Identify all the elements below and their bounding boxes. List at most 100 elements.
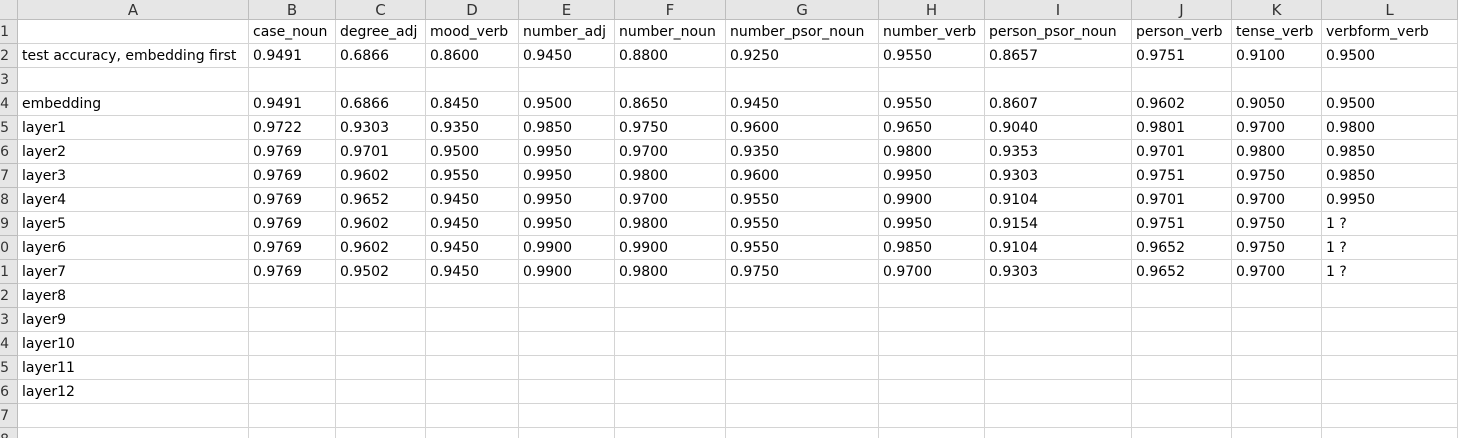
- cell-i15[interactable]: [985, 356, 1132, 380]
- cell-j17[interactable]: [1132, 404, 1232, 428]
- cell-c5[interactable]: 0.9303: [336, 116, 426, 140]
- cell-e8[interactable]: 0.9950: [519, 188, 615, 212]
- cell-g9[interactable]: 0.9550: [726, 212, 879, 236]
- cell-j14[interactable]: [1132, 332, 1232, 356]
- cell-j6[interactable]: 0.9701: [1132, 140, 1232, 164]
- cell-h8[interactable]: 0.9900: [879, 188, 985, 212]
- cell-g8[interactable]: 0.9550: [726, 188, 879, 212]
- cell-a8[interactable]: layer4: [18, 188, 249, 212]
- cell-b14[interactable]: [249, 332, 336, 356]
- cell-d17[interactable]: [426, 404, 519, 428]
- cell-f18[interactable]: [615, 428, 726, 438]
- cell-e14[interactable]: [519, 332, 615, 356]
- cell-a16[interactable]: layer12: [18, 380, 249, 404]
- column-header-e[interactable]: E: [519, 0, 615, 20]
- cell-g1[interactable]: number_psor_noun: [726, 20, 879, 44]
- cell-h12[interactable]: [879, 284, 985, 308]
- cell-e12[interactable]: [519, 284, 615, 308]
- cell-l3[interactable]: [1322, 68, 1458, 92]
- row-header[interactable]: 0: [0, 236, 18, 260]
- row-header[interactable]: 5: [0, 356, 18, 380]
- cell-k8[interactable]: 0.9700: [1232, 188, 1322, 212]
- cell-e13[interactable]: [519, 308, 615, 332]
- cell-h18[interactable]: [879, 428, 985, 438]
- cell-h4[interactable]: 0.9550: [879, 92, 985, 116]
- cell-d13[interactable]: [426, 308, 519, 332]
- cell-c18[interactable]: [336, 428, 426, 438]
- cell-j3[interactable]: [1132, 68, 1232, 92]
- row-header[interactable]: 9: [0, 212, 18, 236]
- cell-k7[interactable]: 0.9750: [1232, 164, 1322, 188]
- cell-a1[interactable]: [18, 20, 249, 44]
- cell-h10[interactable]: 0.9850: [879, 236, 985, 260]
- cell-k4[interactable]: 0.9050: [1232, 92, 1322, 116]
- cell-f6[interactable]: 0.9700: [615, 140, 726, 164]
- cell-f5[interactable]: 0.9750: [615, 116, 726, 140]
- cell-g3[interactable]: [726, 68, 879, 92]
- cell-b3[interactable]: [249, 68, 336, 92]
- cell-g17[interactable]: [726, 404, 879, 428]
- cell-c17[interactable]: [336, 404, 426, 428]
- cell-f11[interactable]: 0.9800: [615, 260, 726, 284]
- cell-l13[interactable]: [1322, 308, 1458, 332]
- cell-c1[interactable]: degree_adj: [336, 20, 426, 44]
- cell-l17[interactable]: [1322, 404, 1458, 428]
- cell-h2[interactable]: 0.9550: [879, 44, 985, 68]
- column-header-j[interactable]: J: [1132, 0, 1232, 20]
- cell-b4[interactable]: 0.9491: [249, 92, 336, 116]
- column-header-k[interactable]: K: [1232, 0, 1322, 20]
- cell-d3[interactable]: [426, 68, 519, 92]
- cell-h16[interactable]: [879, 380, 985, 404]
- row-header[interactable]: 4: [0, 332, 18, 356]
- cell-l11[interactable]: 1 ?: [1322, 260, 1458, 284]
- cell-k3[interactable]: [1232, 68, 1322, 92]
- cell-c10[interactable]: 0.9602: [336, 236, 426, 260]
- cell-c9[interactable]: 0.9602: [336, 212, 426, 236]
- cell-g11[interactable]: 0.9750: [726, 260, 879, 284]
- cell-k13[interactable]: [1232, 308, 1322, 332]
- cell-h15[interactable]: [879, 356, 985, 380]
- cell-j8[interactable]: 0.9701: [1132, 188, 1232, 212]
- cell-g6[interactable]: 0.9350: [726, 140, 879, 164]
- row-header[interactable]: 6: [0, 380, 18, 404]
- column-header-f[interactable]: F: [615, 0, 726, 20]
- cell-a4[interactable]: embedding: [18, 92, 249, 116]
- cell-f7[interactable]: 0.9800: [615, 164, 726, 188]
- cell-j11[interactable]: 0.9652: [1132, 260, 1232, 284]
- cell-h7[interactable]: 0.9950: [879, 164, 985, 188]
- cell-k2[interactable]: 0.9100: [1232, 44, 1322, 68]
- cell-f17[interactable]: [615, 404, 726, 428]
- cell-h3[interactable]: [879, 68, 985, 92]
- cell-f1[interactable]: number_noun: [615, 20, 726, 44]
- cell-h9[interactable]: 0.9950: [879, 212, 985, 236]
- cell-c12[interactable]: [336, 284, 426, 308]
- cell-e6[interactable]: 0.9950: [519, 140, 615, 164]
- cell-i10[interactable]: 0.9104: [985, 236, 1132, 260]
- cell-k16[interactable]: [1232, 380, 1322, 404]
- cell-b11[interactable]: 0.9769: [249, 260, 336, 284]
- cell-e18[interactable]: [519, 428, 615, 438]
- cell-g12[interactable]: [726, 284, 879, 308]
- cell-a10[interactable]: layer6: [18, 236, 249, 260]
- cell-i4[interactable]: 0.8607: [985, 92, 1132, 116]
- cell-l9[interactable]: 1 ?: [1322, 212, 1458, 236]
- column-header-a[interactable]: A: [18, 0, 249, 20]
- cell-d11[interactable]: 0.9450: [426, 260, 519, 284]
- cell-g14[interactable]: [726, 332, 879, 356]
- cell-c4[interactable]: 0.6866: [336, 92, 426, 116]
- cell-e3[interactable]: [519, 68, 615, 92]
- cell-g18[interactable]: [726, 428, 879, 438]
- cell-j18[interactable]: [1132, 428, 1232, 438]
- row-header[interactable]: 1: [0, 260, 18, 284]
- cell-c14[interactable]: [336, 332, 426, 356]
- cell-f12[interactable]: [615, 284, 726, 308]
- cell-a2[interactable]: test accuracy, embedding first: [18, 44, 249, 68]
- row-header[interactable]: 6: [0, 140, 18, 164]
- cell-b16[interactable]: [249, 380, 336, 404]
- cell-k15[interactable]: [1232, 356, 1322, 380]
- cell-i7[interactable]: 0.9303: [985, 164, 1132, 188]
- cell-j12[interactable]: [1132, 284, 1232, 308]
- cell-l12[interactable]: [1322, 284, 1458, 308]
- cell-g7[interactable]: 0.9600: [726, 164, 879, 188]
- cell-c16[interactable]: [336, 380, 426, 404]
